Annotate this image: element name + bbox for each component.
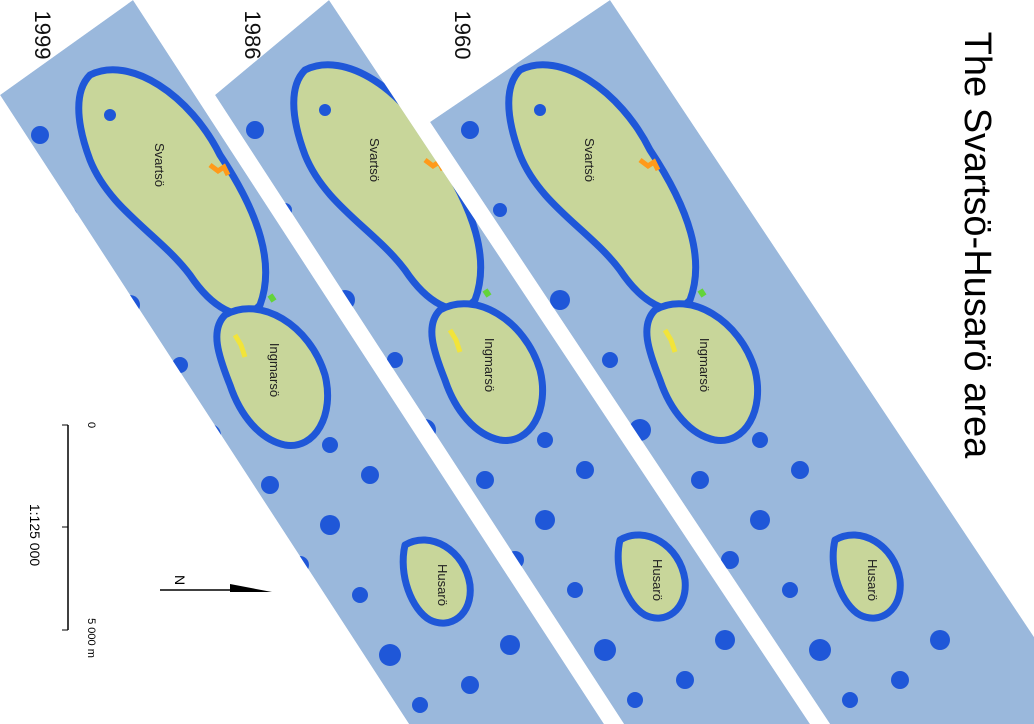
island-label: Husarö [865, 559, 880, 601]
island-label: Ingmarsö [482, 338, 497, 392]
island-label: Svartsö [152, 143, 167, 187]
island-label: Svartsö [582, 138, 597, 182]
scale-bar: 0 1:125 000 5 000 m [27, 422, 97, 658]
island-label: Svartsö [367, 138, 382, 182]
map-figure: Svartsö Ingmarsö Husarö Svartsö Ingmarsö Husa… [0, 0, 1034, 724]
map-title: The Svartsö-Husarö area [956, 32, 998, 459]
north-arrow: N [160, 575, 272, 592]
year-label: 1999 [30, 11, 55, 60]
island-label: Ingmarsö [697, 338, 712, 392]
island-label: Husarö [435, 564, 450, 606]
island-label: Husarö [650, 559, 665, 601]
year-label: 1960 [450, 11, 475, 60]
year-label: 1986 [240, 11, 265, 60]
island-label: Ingmarsö [267, 343, 282, 397]
map-panels: Svartsö Ingmarsö Husarö Svartsö Ingmarsö Husa… [0, 0, 1034, 724]
scale-end: 5 000 m [85, 618, 97, 658]
scale-start: 0 [85, 422, 97, 428]
scale-ratio: 1:125 000 [27, 504, 43, 566]
north-label: N [172, 575, 188, 585]
